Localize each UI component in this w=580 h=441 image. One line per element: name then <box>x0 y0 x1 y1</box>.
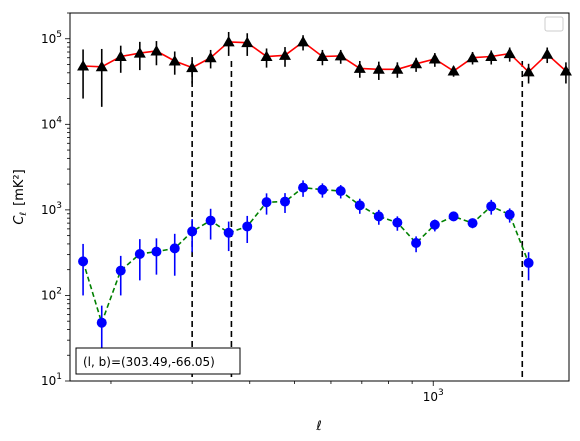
data-point-triangle <box>133 47 146 58</box>
y-tick-label-base: 10 <box>41 288 56 302</box>
y-tick-label-base: 10 <box>41 117 56 131</box>
data-point-triangle <box>114 50 127 62</box>
data-point-triangle <box>260 50 273 62</box>
data-point-triangle <box>186 61 199 73</box>
data-point-circle <box>280 196 291 207</box>
data-point-triangle <box>522 65 535 77</box>
x-tick-label: 103 <box>423 388 444 404</box>
data-point-circle <box>486 201 497 212</box>
data-point-triangle <box>77 60 90 71</box>
y-tick-label-exp: 3 <box>56 201 62 211</box>
data-point-triangle <box>241 36 254 48</box>
data-point-circle <box>205 215 216 226</box>
data-point-triangle <box>168 54 181 66</box>
data-point-triangle <box>279 49 292 60</box>
data-point-circle <box>96 317 107 328</box>
data-point-triangle <box>222 35 235 47</box>
data-point-circle <box>242 221 253 232</box>
y-axis-label: Cℓ [mK²] <box>12 169 29 224</box>
data-point-circle <box>392 217 403 228</box>
y-tick-label: 105 <box>41 30 62 46</box>
data-point-circle <box>115 265 126 276</box>
y-tick-label-exp: 1 <box>56 372 62 382</box>
data-point-circle <box>429 219 440 230</box>
data-point-circle <box>467 218 478 229</box>
data-point-circle <box>223 227 234 238</box>
data-point-circle <box>335 186 346 197</box>
data-point-triangle <box>334 49 347 61</box>
annotation-box: (l, b)=(303.49,-66.05) <box>75 347 241 375</box>
x-axis-label: ℓ <box>315 419 321 434</box>
y-tick-label-exp: 5 <box>56 30 62 40</box>
y-axis-label-main: C <box>12 215 27 225</box>
series-1 <box>77 31 572 107</box>
series-layer <box>77 31 572 356</box>
y-tick-label: 101 <box>41 372 62 388</box>
data-point-triangle <box>503 47 516 59</box>
y-tick-label-base: 10 <box>41 32 56 46</box>
series-2 <box>78 180 534 356</box>
y-axis-label-unit: [mK²] <box>12 169 27 206</box>
y-tick-label-base: 10 <box>41 203 56 217</box>
data-point-circle <box>134 249 145 260</box>
y-tick-label: 104 <box>41 115 62 131</box>
data-point-circle <box>373 211 384 222</box>
data-point-triangle <box>428 52 441 64</box>
data-point-triangle <box>95 60 108 72</box>
data-point-circle <box>504 209 515 220</box>
y-tick-label: 103 <box>41 201 62 217</box>
data-point-triangle <box>150 44 163 56</box>
x-tick-label-exp: 3 <box>438 388 444 398</box>
data-point-circle <box>187 226 198 237</box>
data-point-triangle <box>485 50 498 62</box>
data-point-circle <box>354 200 365 211</box>
data-point-circle <box>411 238 422 249</box>
data-point-circle <box>261 197 272 208</box>
data-point-circle <box>298 182 309 193</box>
data-point-circle <box>78 256 89 267</box>
plot-frame <box>69 12 570 382</box>
y-tick-label-base: 10 <box>41 374 56 388</box>
data-point-triangle <box>297 35 310 47</box>
data-point-circle <box>523 257 534 268</box>
data-point-triangle <box>353 62 366 73</box>
y-tick-label-exp: 2 <box>56 286 62 296</box>
y-tick-label: 102 <box>41 286 62 302</box>
plot-background <box>70 13 569 381</box>
annotation-text: (l, b)=(303.49,-66.05) <box>83 355 215 369</box>
y-axis-label-sub: ℓ <box>19 212 29 217</box>
data-point-triangle <box>447 64 460 76</box>
y-tick-label-exp: 4 <box>56 115 62 125</box>
data-point-triangle <box>316 50 329 62</box>
data-point-triangle <box>541 48 554 59</box>
data-point-circle <box>448 211 459 222</box>
data-point-circle <box>169 243 180 254</box>
data-point-circle <box>151 246 162 257</box>
legend-box <box>544 16 564 32</box>
x-tick-label-base: 10 <box>423 390 438 404</box>
data-point-triangle <box>410 57 423 69</box>
data-point-triangle <box>391 63 404 74</box>
data-point-triangle <box>466 51 479 63</box>
data-point-circle <box>317 184 328 195</box>
data-point-triangle <box>204 51 217 63</box>
data-point-triangle <box>372 63 385 74</box>
